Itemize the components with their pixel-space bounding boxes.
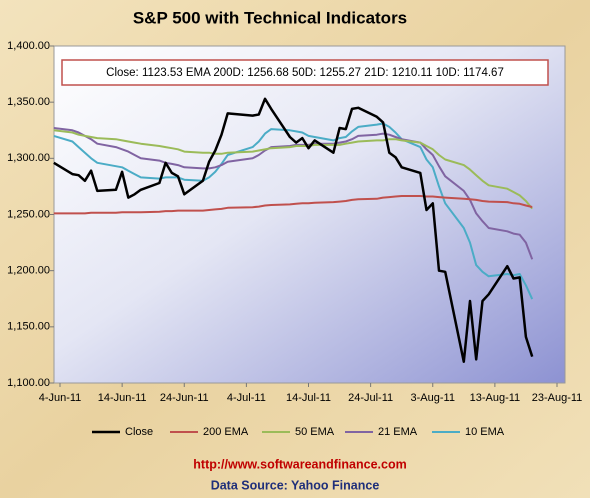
y-tick-label: 1,200.00 (7, 265, 50, 277)
info-text: Close: 1123.53 EMA 200D: 1256.68 50D: 12… (106, 67, 504, 79)
x-tick-label: 4-Jul-11 (227, 392, 266, 404)
legend-label: 21 EMA (378, 426, 418, 438)
footer-url: http://www.softwareandfinance.com (193, 457, 406, 471)
legend-label: 200 EMA (203, 426, 249, 438)
x-tick-label: 14-Jul-11 (286, 392, 331, 404)
footer-source: Data Source: Yahoo Finance (211, 478, 380, 492)
plot-area (53, 45, 566, 384)
x-tick-label: 24-Jul-11 (348, 392, 393, 404)
info-box (61, 59, 549, 86)
x-tick-label: 3-Aug-11 (411, 392, 455, 404)
x-tick-label: 23-Aug-11 (532, 392, 583, 404)
series-line (53, 195, 533, 215)
x-tick-label: 4-Jun-11 (39, 392, 82, 404)
x-tick-label: 13-Aug-11 (470, 392, 521, 404)
series-line (53, 97, 534, 363)
y-tick-label: 1,350.00 (7, 96, 50, 108)
y-tick-label: 1,100.00 (7, 377, 50, 389)
y-tick-label: 1,400.00 (7, 40, 50, 52)
legend-label: 10 EMA (465, 426, 505, 438)
y-tick-label: 1,300.00 (7, 152, 50, 164)
legend-label: 50 EMA (295, 426, 335, 438)
series-line (53, 122, 534, 300)
x-tick-label: 24-Jun-11 (160, 392, 209, 404)
y-tick-label: 1,150.00 (7, 321, 50, 333)
series-line (53, 129, 533, 210)
legend-label: Close (125, 426, 153, 438)
x-tick-label: 14-Jun-11 (98, 392, 147, 404)
chart-title: S&P 500 with Technical Indicators (133, 8, 407, 27)
series-line (53, 127, 534, 260)
y-tick-label: 1,250.00 (7, 208, 50, 220)
